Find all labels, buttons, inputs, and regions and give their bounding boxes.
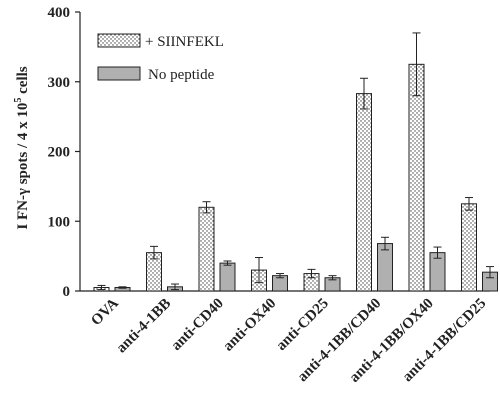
y-axis-title: I FN-γ spots / 4 x 105 cells	[13, 66, 31, 229]
y-axis-title-prefix: I FN-	[15, 195, 31, 230]
bar-no-peptide	[377, 243, 393, 292]
x-category-label: anti-4-1BB	[114, 296, 175, 357]
bar-no-peptide	[219, 262, 236, 292]
x-category-label: anti-OX40	[220, 296, 279, 355]
x-category-label: anti-CD40	[168, 296, 226, 354]
y-axis-title-middle: spots / 4 x 10	[15, 103, 31, 188]
bar-siinfekl	[198, 206, 215, 292]
legend-label-siinfekl: + SIINFEKL	[145, 34, 224, 50]
y-tick-label: 0	[63, 284, 71, 300]
y-axis-title-superscript: 5	[13, 98, 24, 103]
bar-siinfekl	[356, 93, 372, 292]
bars-group	[93, 63, 498, 292]
y-axis-title-gamma: γ	[15, 188, 31, 196]
y-tick-label: 300	[48, 75, 71, 91]
bar-siinfekl	[461, 203, 477, 292]
error-bars-group	[97, 32, 494, 291]
legend: + SIINFEKL No peptide	[97, 33, 224, 83]
bar-siinfekl	[408, 63, 425, 292]
legend-swatch-no-peptide	[97, 66, 141, 81]
y-axis-title-suffix: cells	[15, 66, 31, 97]
y-tick-label: 400	[48, 5, 71, 21]
y-tick-label: 100	[48, 214, 71, 230]
y-tick-label: 200	[48, 145, 71, 161]
legend-swatch-siinfekl	[97, 33, 141, 48]
y-axis-ticks: 0 100 200 300 400	[48, 5, 80, 300]
legend-label-no-peptide: No peptide	[148, 67, 215, 83]
x-axis-labels: OVAanti-4-1BBanti-CD40anti-OX40anti-CD25…	[88, 295, 489, 385]
x-category-label: OVA	[88, 295, 122, 329]
